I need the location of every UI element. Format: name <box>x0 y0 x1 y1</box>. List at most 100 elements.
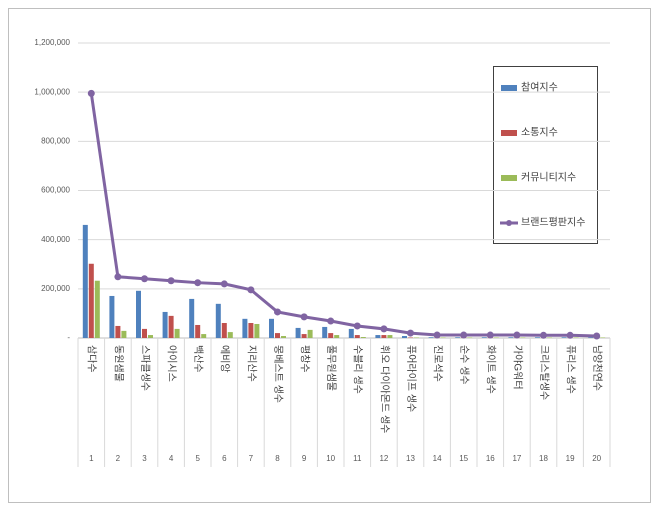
y-tick-label: 1,200,000 <box>34 38 70 47</box>
y-tick-label: 1,000,000 <box>34 87 70 96</box>
line-marker <box>88 90 95 97</box>
x-tick-label: 풀무원샘물 <box>325 345 337 391</box>
line-marker <box>141 275 148 282</box>
y-tick-label: 800,000 <box>41 136 70 145</box>
rank-label: 6 <box>222 454 227 463</box>
bar <box>349 329 354 338</box>
rank-label: 19 <box>566 454 575 463</box>
line-marker <box>114 273 121 280</box>
line-marker <box>274 308 281 315</box>
bar <box>296 328 301 338</box>
bar <box>222 323 227 338</box>
bar <box>175 329 180 338</box>
line-marker <box>434 332 441 339</box>
line-marker <box>487 332 494 339</box>
bar <box>281 336 286 338</box>
line-marker <box>567 332 574 339</box>
line-marker <box>460 332 467 339</box>
bar <box>455 337 460 338</box>
bar <box>361 337 366 338</box>
line-marker <box>327 318 334 325</box>
rank-label: 7 <box>249 454 254 463</box>
bar <box>269 319 274 338</box>
legend-icon <box>506 220 512 226</box>
x-tick-label: 스파클생수 <box>139 345 151 391</box>
x-tick-label: 에비앙 <box>219 345 231 373</box>
rank-label: 1 <box>89 454 94 463</box>
bar <box>109 296 114 338</box>
bar <box>163 312 168 338</box>
x-tick-label: 가야G워터 <box>511 345 524 390</box>
y-tick-label: - <box>67 333 70 342</box>
rank-label: 10 <box>326 454 335 463</box>
x-tick-label: 동원샘물 <box>112 345 124 382</box>
bar <box>429 337 434 338</box>
bar <box>535 337 540 338</box>
y-tick-label: 600,000 <box>41 186 70 195</box>
legend-icon <box>501 130 517 136</box>
bar <box>242 319 247 338</box>
x-tick-label: 백산수 <box>192 345 204 373</box>
bar <box>83 225 88 338</box>
rank-label: 13 <box>406 454 415 463</box>
bar <box>308 330 313 338</box>
x-tick-label: 퓨리스 생수 <box>564 345 576 394</box>
line-marker <box>380 325 387 332</box>
x-tick-label: 수블리 생수 <box>352 345 364 394</box>
bar <box>228 332 233 338</box>
legend-icon <box>501 85 517 91</box>
line-marker <box>221 280 228 287</box>
bar <box>355 335 360 338</box>
y-tick-label: 400,000 <box>41 235 70 244</box>
x-tick-label: 몽베스트 생수 <box>272 345 284 403</box>
bar <box>508 337 513 338</box>
line-marker <box>354 322 361 329</box>
rank-label: 15 <box>459 454 468 463</box>
x-tick-label: 진로석수 <box>431 345 443 382</box>
rank-label: 9 <box>302 454 307 463</box>
x-tick-label: 휘오 다이아몬드 생수 <box>378 345 390 433</box>
line-marker <box>593 333 600 340</box>
rank-label: 17 <box>512 454 521 463</box>
line-marker <box>194 279 201 286</box>
legend-label: 참여지수 <box>521 82 558 94</box>
bar <box>89 264 94 338</box>
bar <box>142 329 147 338</box>
legend-label: 브랜드평판지수 <box>521 217 585 229</box>
rank-label: 2 <box>116 454 121 463</box>
bar <box>169 316 174 338</box>
x-tick-label: 아이시스 <box>165 345 177 382</box>
bar <box>115 326 120 338</box>
line-marker <box>168 277 175 284</box>
x-tick-label: 지리산수 <box>245 345 257 382</box>
bar <box>334 335 339 338</box>
x-tick-label: 화이트 생수 <box>485 345 497 394</box>
bar <box>189 299 194 338</box>
bar <box>322 327 327 338</box>
bar <box>216 304 221 338</box>
rank-label: 20 <box>592 454 601 463</box>
x-tick-label: 삼다수 <box>86 345 98 373</box>
bar <box>375 335 380 338</box>
line-marker <box>301 313 308 320</box>
rank-label: 14 <box>433 454 442 463</box>
bar <box>136 291 141 338</box>
bar <box>482 337 487 338</box>
bar <box>402 336 407 338</box>
bar <box>381 335 386 338</box>
rank-label: 18 <box>539 454 548 463</box>
bar <box>387 335 392 338</box>
rank-label: 3 <box>142 454 147 463</box>
rank-label: 16 <box>486 454 495 463</box>
bar <box>562 337 567 338</box>
line-marker <box>513 332 520 339</box>
x-tick-label: 평창수 <box>298 345 310 373</box>
y-tick-label: 200,000 <box>41 284 70 293</box>
bar <box>148 335 153 338</box>
bar <box>328 333 333 338</box>
bar <box>275 333 280 338</box>
bar <box>248 323 253 338</box>
line-marker <box>247 286 254 293</box>
x-tick-label: 순수 생수 <box>458 345 470 385</box>
